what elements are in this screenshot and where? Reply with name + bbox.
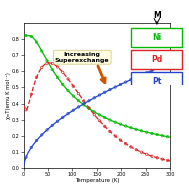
Point — [40, 133, 43, 136]
FancyBboxPatch shape — [131, 72, 182, 91]
Point — [93, 113, 96, 116]
Point — [150, 69, 153, 72]
Point — [129, 145, 132, 148]
Point — [77, 92, 80, 95]
Point — [61, 116, 64, 119]
Point — [82, 103, 85, 106]
Point — [46, 128, 49, 131]
Point — [40, 66, 43, 69]
Point — [114, 85, 117, 88]
Point — [77, 99, 80, 102]
Point — [156, 133, 159, 136]
Point — [166, 159, 169, 162]
Point — [35, 76, 38, 79]
Point — [25, 108, 28, 111]
Y-axis label: χₘT(emu K mol⁻¹): χₘT(emu K mol⁻¹) — [6, 72, 11, 119]
Point — [25, 156, 28, 159]
Point — [166, 63, 169, 66]
Point — [25, 34, 28, 37]
Point — [56, 65, 59, 68]
FancyBboxPatch shape — [131, 28, 182, 47]
Point — [88, 106, 91, 109]
Text: Increasing
Superexchange: Increasing Superexchange — [55, 52, 110, 63]
Point — [56, 120, 59, 123]
Point — [119, 83, 122, 86]
Point — [156, 67, 159, 70]
Point — [129, 78, 132, 81]
Point — [30, 93, 33, 96]
Point — [124, 125, 127, 128]
X-axis label: Temperature (K): Temperature (K) — [75, 178, 119, 184]
Point — [161, 134, 164, 137]
Text: Ni: Ni — [152, 33, 161, 42]
Point — [140, 74, 143, 77]
Point — [88, 99, 91, 102]
Point — [140, 129, 143, 132]
Point — [82, 99, 85, 102]
Point — [103, 125, 106, 128]
Point — [166, 135, 169, 138]
Point — [61, 71, 64, 74]
Point — [56, 76, 59, 79]
Point — [46, 62, 49, 65]
Point — [103, 91, 106, 94]
Text: M: M — [153, 11, 161, 20]
Point — [61, 83, 64, 86]
Point — [124, 142, 127, 145]
Point — [145, 71, 148, 74]
Point — [108, 119, 112, 122]
Point — [140, 151, 143, 154]
Point — [98, 119, 101, 122]
Point — [77, 105, 80, 108]
Point — [161, 65, 164, 68]
Point — [40, 50, 43, 53]
Point — [93, 110, 96, 113]
Point — [67, 89, 70, 92]
Point — [72, 85, 75, 88]
Point — [98, 113, 101, 116]
Point — [51, 68, 54, 71]
Point — [98, 94, 101, 97]
Point — [35, 41, 38, 44]
Point — [150, 155, 153, 158]
Point — [114, 121, 117, 124]
Point — [135, 128, 138, 131]
Point — [30, 35, 33, 38]
Point — [67, 112, 70, 115]
Point — [30, 146, 33, 149]
Point — [114, 135, 117, 138]
Point — [103, 116, 106, 119]
Point — [150, 132, 153, 135]
FancyBboxPatch shape — [131, 50, 182, 69]
Point — [67, 77, 70, 81]
Point — [129, 126, 132, 129]
Point — [108, 130, 112, 133]
Point — [135, 148, 138, 151]
Point — [51, 62, 54, 65]
Point — [88, 107, 91, 110]
Point — [72, 94, 75, 98]
Point — [51, 124, 54, 127]
Point — [93, 96, 96, 99]
Point — [82, 102, 85, 105]
Point — [124, 81, 127, 84]
Point — [135, 76, 138, 79]
Point — [145, 153, 148, 156]
Text: Pt: Pt — [152, 77, 162, 86]
Text: Pd: Pd — [151, 55, 163, 64]
Point — [119, 123, 122, 126]
Point — [46, 59, 49, 62]
Point — [145, 131, 148, 134]
Point — [119, 139, 122, 142]
Point — [35, 139, 38, 142]
Point — [156, 156, 159, 159]
Point — [108, 88, 112, 91]
Point — [161, 158, 164, 161]
Point — [72, 109, 75, 112]
